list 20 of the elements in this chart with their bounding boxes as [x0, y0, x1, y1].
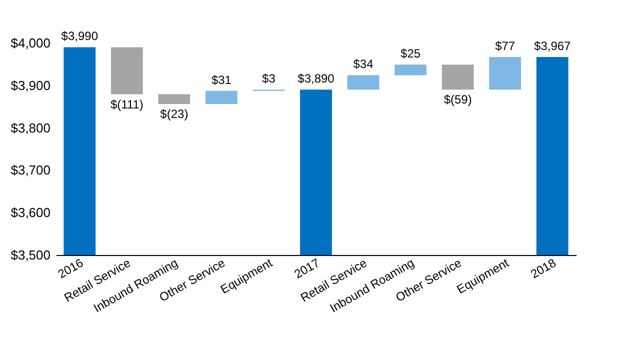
data-label: $3,890: [298, 72, 335, 86]
data-label: $(23): [160, 107, 188, 122]
data-label: $31: [211, 72, 232, 87]
data-label: $3,967: [534, 38, 572, 53]
data-label: $3,990: [61, 29, 98, 44]
data-label: $(111): [110, 97, 144, 112]
y-tick-label: $3,800: [10, 120, 50, 136]
y-tick-label: $3,600: [10, 205, 50, 220]
y-tick-label: $3,700: [10, 162, 50, 178]
x-tick-label: 2016: [56, 256, 86, 282]
data-label: $77: [495, 38, 516, 53]
data-label: $3: [262, 72, 276, 86]
x-tick-label: 2017: [292, 256, 322, 282]
data-label: $25: [400, 46, 421, 61]
data-label: $(59): [444, 92, 472, 107]
y-tick-label: $4,000: [10, 36, 50, 50]
y-tick-label: $3,500: [10, 248, 50, 262]
x-tick-label: 2018: [528, 256, 559, 282]
data-label: $34: [353, 57, 374, 72]
y-tick-label: $3,900: [10, 78, 50, 93]
